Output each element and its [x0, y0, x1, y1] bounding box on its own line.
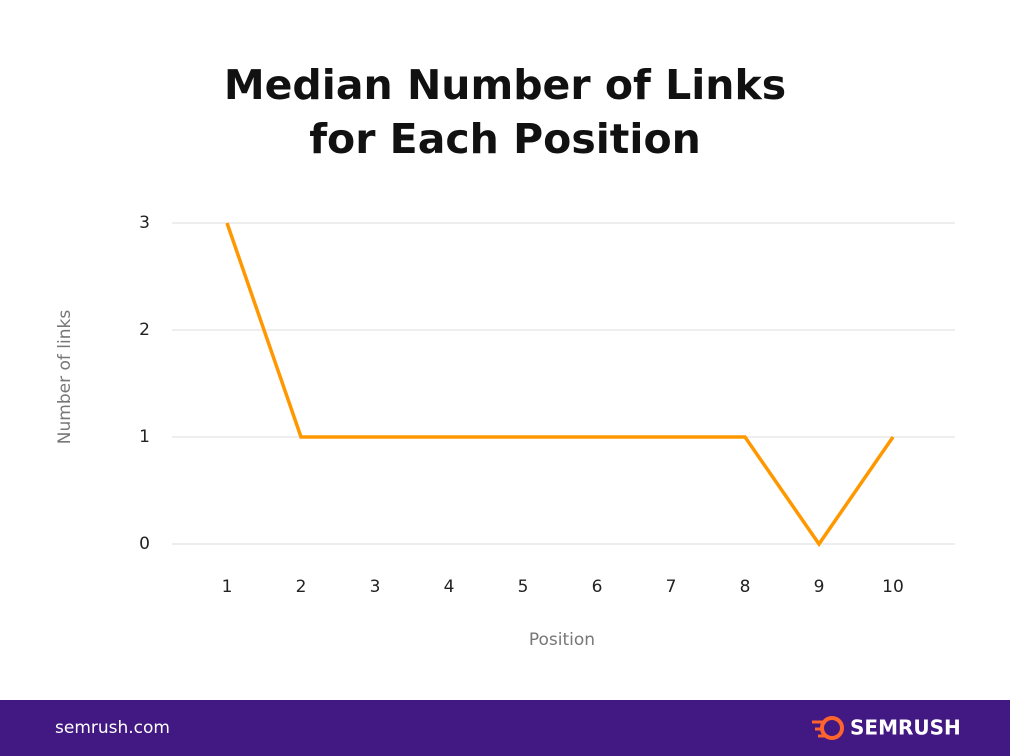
x-tick-label: 7	[666, 577, 677, 597]
data-line	[225, 222, 895, 548]
x-tick-label: 5	[518, 577, 529, 597]
x-tick-label: 6	[592, 577, 603, 597]
x-tick-label: 4	[444, 577, 455, 597]
footer-url: semrush.com	[55, 718, 170, 738]
y-axis-title: Number of links	[55, 310, 75, 445]
x-tick-label: 10	[882, 577, 904, 597]
chart-title: Median Number of Links	[224, 61, 786, 109]
x-tick-label: 1	[222, 577, 233, 597]
chart-title: for Each Position	[309, 115, 701, 163]
y-tick-label: 2	[139, 320, 150, 340]
y-tick-label: 1	[139, 427, 150, 447]
x-tick-label: 9	[814, 577, 825, 597]
x-tick-label: 3	[370, 577, 381, 597]
y-tick-label: 0	[139, 534, 150, 554]
x-tick-label: 2	[296, 577, 307, 597]
brand-logo-icon	[812, 716, 844, 740]
x-tick-label: 8	[740, 577, 751, 597]
y-tick-label: 3	[139, 213, 150, 233]
x-axis-title: Position	[529, 630, 595, 650]
footer-brand: SEMRUSH	[850, 716, 961, 740]
